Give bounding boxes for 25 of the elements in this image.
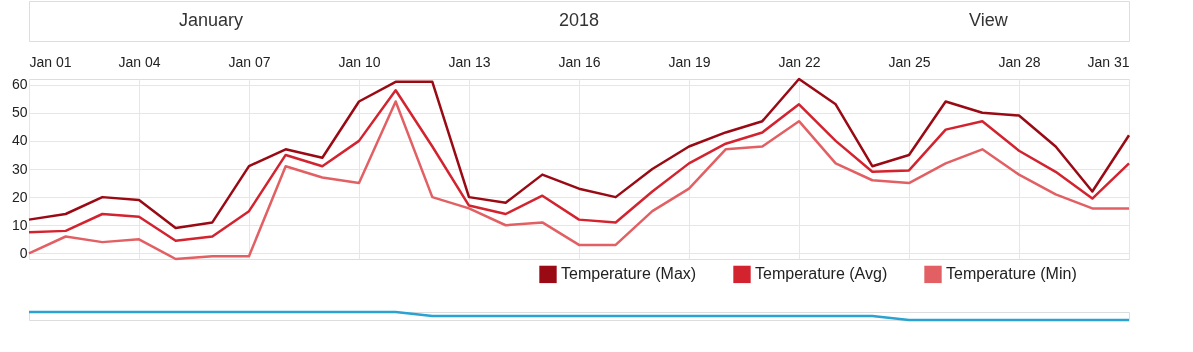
x-tick-label: Jan 31: [1087, 53, 1130, 70]
x-tick-label: Jan 07: [228, 53, 271, 70]
text: 2018: [559, 10, 600, 30]
x-tick-label: Jan 19: [668, 53, 711, 70]
x-tick-label: Jan 04: [118, 53, 161, 70]
x-tick-label: Jan 28: [998, 53, 1041, 70]
y-tick-label: 10: [11, 216, 28, 233]
y-tick-label: 60: [11, 76, 28, 93]
text: January: [179, 10, 244, 30]
legend-label: Temperature (Max): [561, 265, 697, 283]
x-tick-label: Jan 13: [448, 53, 491, 70]
x-tick-label: Jan 25: [888, 53, 931, 70]
y-tick-label: 30: [11, 160, 28, 177]
text: View: [969, 10, 1009, 30]
legend-label: Temperature (Avg): [755, 265, 888, 283]
x-tick-label: Jan 10: [338, 53, 381, 70]
y-tick-label: 50: [11, 104, 28, 121]
x-tick-label: Jan 16: [558, 53, 601, 70]
legend-label: Temperature (Min): [946, 265, 1077, 283]
x-tick-label: Jan 01: [29, 53, 72, 70]
y-tick-label: 0: [19, 244, 28, 261]
line-series: [27, 100, 1131, 261]
y-tick-label: 40: [11, 132, 28, 149]
x-tick-label: Jan 22: [778, 53, 821, 70]
y-tick-label: 20: [11, 188, 28, 205]
